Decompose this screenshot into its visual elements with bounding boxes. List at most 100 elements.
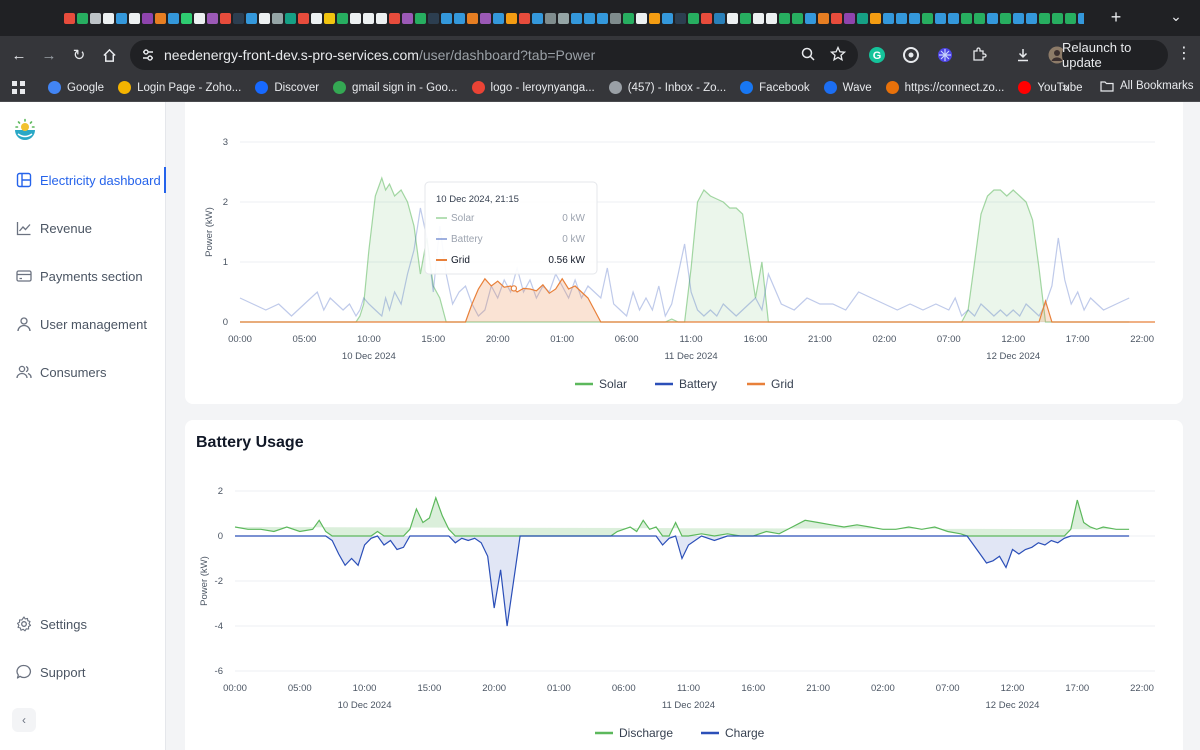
pinned-tab-favicon[interactable] xyxy=(896,12,907,24)
pinned-tab-favicon[interactable] xyxy=(298,12,309,24)
pinned-tab-favicon[interactable] xyxy=(662,12,673,24)
pinned-tab-favicon[interactable] xyxy=(805,12,816,24)
pinned-tab-favicon[interactable] xyxy=(961,12,972,24)
pinned-tab-favicon[interactable] xyxy=(285,12,296,24)
back-button[interactable]: ← xyxy=(11,46,27,64)
zoom-icon[interactable] xyxy=(800,46,816,62)
pinned-tabs[interactable] xyxy=(64,12,1084,24)
legend-item[interactable]: Charge xyxy=(701,726,765,740)
pinned-tab-favicon[interactable] xyxy=(259,12,270,24)
pinned-tab-favicon[interactable] xyxy=(883,12,894,24)
forward-button[interactable]: → xyxy=(41,46,57,64)
pinned-tab-favicon[interactable] xyxy=(909,12,920,24)
bookmark-item[interactable]: Facebook xyxy=(740,81,810,94)
sidebar-item-support[interactable]: Support xyxy=(0,659,166,685)
pinned-tab-favicon[interactable] xyxy=(337,12,348,24)
pinned-tab-favicon[interactable] xyxy=(1039,12,1050,24)
legend-item[interactable]: Discharge xyxy=(595,726,673,740)
bookmark-item[interactable]: YouTube xyxy=(1018,81,1083,94)
bookmark-item[interactable]: Google xyxy=(48,81,104,94)
grammarly-extension-icon[interactable]: G xyxy=(866,44,888,66)
pinned-tab-favicon[interactable] xyxy=(428,12,439,24)
sidebar-item-consumers[interactable]: Consumers xyxy=(0,359,166,385)
sidebar-item-settings[interactable]: Settings xyxy=(0,611,166,637)
power-chart[interactable]: 0 1 2 3 Power (kW) 00:00 05:00 10:00 15:00 20:00 0… xyxy=(185,102,1183,404)
pinned-tab-favicon[interactable] xyxy=(155,12,166,24)
pinned-tab-favicon[interactable] xyxy=(506,12,517,24)
bookmark-star-icon[interactable] xyxy=(830,46,846,62)
pinned-tab-favicon[interactable] xyxy=(519,12,530,24)
legend-item[interactable]: Battery xyxy=(655,377,717,391)
pinned-tab-favicon[interactable] xyxy=(688,12,699,24)
pinned-tab-favicon[interactable] xyxy=(376,12,387,24)
pinned-tab-favicon[interactable] xyxy=(584,12,595,24)
pinned-tab-favicon[interactable] xyxy=(649,12,660,24)
pinned-tab-favicon[interactable] xyxy=(64,12,75,24)
pinned-tab-favicon[interactable] xyxy=(610,12,621,24)
pinned-tab-favicon[interactable] xyxy=(129,12,140,24)
pinned-tab-favicon[interactable] xyxy=(194,12,205,24)
pinned-tab-favicon[interactable] xyxy=(415,12,426,24)
site-info-icon[interactable] xyxy=(140,47,156,63)
pinned-tab-favicon[interactable] xyxy=(142,12,153,24)
pinned-tab-favicon[interactable] xyxy=(311,12,322,24)
pinned-tab-favicon[interactable] xyxy=(324,12,335,24)
browser-menu-icon[interactable]: ⋮ xyxy=(1176,45,1192,62)
new-tab-button[interactable]: + xyxy=(1110,7,1122,27)
all-bookmarks-button[interactable]: All Bookmarks xyxy=(1100,80,1194,92)
pinned-tab-favicon[interactable] xyxy=(207,12,218,24)
pinned-tab-favicon[interactable] xyxy=(636,12,647,24)
address-bar[interactable]: needenergy-front-dev.s-pro-services.com /… xyxy=(130,40,858,70)
pinned-tab-favicon[interactable] xyxy=(441,12,452,24)
pinned-tab-favicon[interactable] xyxy=(454,12,465,24)
bookmark-item[interactable]: Login Page - Zoho... xyxy=(118,81,241,94)
pinned-tab-favicon[interactable] xyxy=(90,12,101,24)
pinned-tab-favicon[interactable] xyxy=(168,12,179,24)
sparkle-extension-icon[interactable] xyxy=(934,44,956,66)
bookmark-item[interactable]: logo - leroynyanga... xyxy=(471,81,595,94)
relaunch-button[interactable]: Relaunch to update xyxy=(1062,40,1168,70)
pinned-tab-favicon[interactable] xyxy=(181,12,192,24)
pinned-tab-favicon[interactable] xyxy=(363,12,374,24)
pinned-tab-favicon[interactable] xyxy=(272,12,283,24)
more-bookmarks-icon[interactable]: » xyxy=(1062,80,1069,94)
sidebar-item-user-management[interactable]: User management xyxy=(0,311,166,337)
pinned-tab-favicon[interactable] xyxy=(1026,12,1037,24)
battery-usage-chart[interactable]: 2 0 -2 -4 -6 Power (kW) 00:00 05:00 10:00 15:00 20… xyxy=(185,420,1183,750)
pinned-tab-favicon[interactable] xyxy=(779,12,790,24)
extensions-puzzle-icon[interactable] xyxy=(968,44,990,66)
bookmark-item[interactable]: (457) - Inbox - Zo... xyxy=(608,81,726,94)
collapse-sidebar-button[interactable]: ‹ xyxy=(12,708,36,732)
pinned-tab-favicon[interactable] xyxy=(974,12,985,24)
pinned-tab-favicon[interactable] xyxy=(493,12,504,24)
download-icon[interactable] xyxy=(1012,44,1034,66)
pinned-tab-favicon[interactable] xyxy=(246,12,257,24)
pinned-tab-favicon[interactable] xyxy=(571,12,582,24)
pinned-tab-favicon[interactable] xyxy=(987,12,998,24)
pinned-tab-favicon[interactable] xyxy=(402,12,413,24)
pinned-tab-favicon[interactable] xyxy=(701,12,712,24)
pinned-tab-favicon[interactable] xyxy=(220,12,231,24)
pinned-tab-favicon[interactable] xyxy=(597,12,608,24)
bookmark-item[interactable]: gmail sign in - Goo... xyxy=(333,81,458,94)
apps-grid-icon[interactable] xyxy=(12,80,26,95)
reload-button[interactable]: ↻ xyxy=(72,47,86,64)
pinned-tab-favicon[interactable] xyxy=(922,12,933,24)
home-button[interactable] xyxy=(94,40,124,70)
pinned-tab-favicon[interactable] xyxy=(935,12,946,24)
profile-avatar[interactable] xyxy=(1046,44,1068,66)
legend-item[interactable]: Solar xyxy=(575,377,627,391)
bookmark-item[interactable]: Wave xyxy=(823,81,872,94)
pinned-tab-favicon[interactable] xyxy=(948,12,959,24)
tab-search-icon[interactable]: ⌄ xyxy=(1170,8,1182,24)
pinned-tab-favicon[interactable] xyxy=(389,12,400,24)
pinned-tab-favicon[interactable] xyxy=(844,12,855,24)
bookmark-item[interactable]: https://connect.zo... xyxy=(885,81,1004,94)
pinned-tab-favicon[interactable] xyxy=(1000,12,1011,24)
pinned-tab-favicon[interactable] xyxy=(558,12,569,24)
pinned-tab-favicon[interactable] xyxy=(714,12,725,24)
pinned-tab-favicon[interactable] xyxy=(1052,12,1063,24)
pinned-tab-favicon[interactable] xyxy=(467,12,478,24)
pinned-tab-favicon[interactable] xyxy=(116,12,127,24)
pinned-tab-favicon[interactable] xyxy=(532,12,543,24)
